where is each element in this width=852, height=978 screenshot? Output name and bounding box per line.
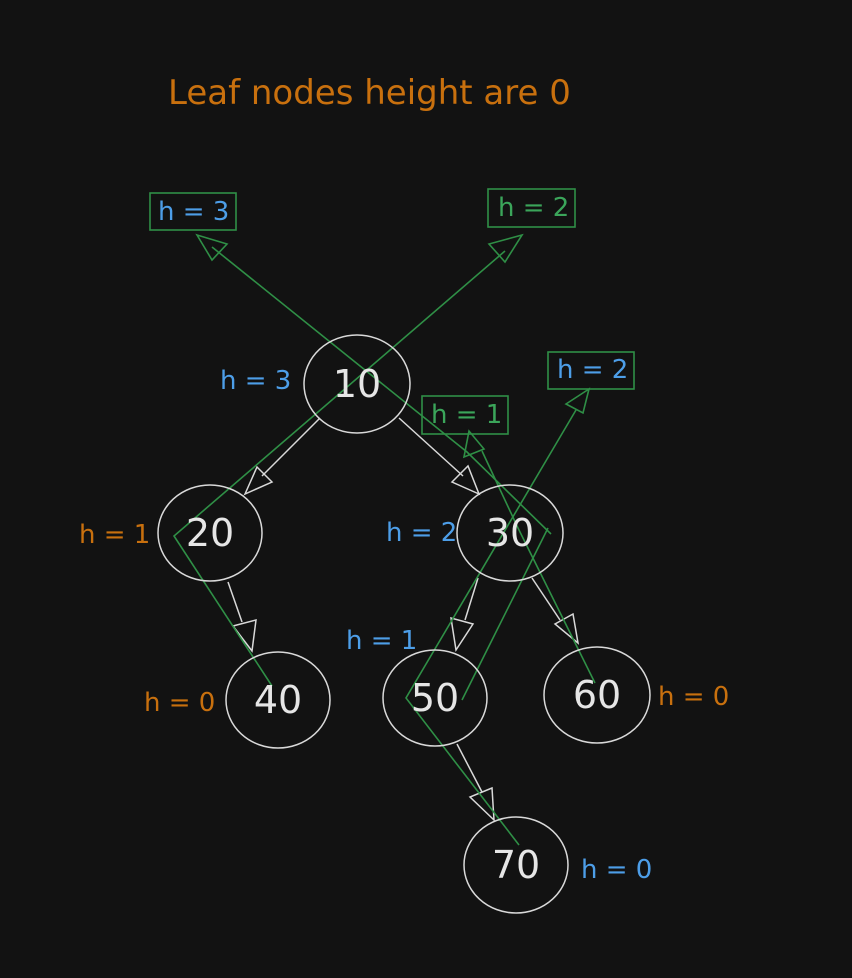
trace-sub-return-arrowhead bbox=[564, 387, 591, 415]
trace-left-return bbox=[172, 250, 506, 687]
node-50-circle bbox=[382, 649, 488, 747]
edge-50-70-arrowhead bbox=[468, 786, 495, 822]
height-label-20: h = 1 bbox=[79, 520, 150, 550]
edge-30-60 bbox=[531, 577, 561, 621]
edge-30-50-arrowhead bbox=[450, 616, 475, 653]
box-right-frame bbox=[487, 188, 576, 228]
edge-10-20 bbox=[261, 417, 321, 477]
node-40-value: 40 bbox=[254, 678, 302, 722]
box-mid-frame bbox=[421, 395, 509, 435]
tree-edges bbox=[227, 417, 580, 822]
trace-root-return-arrowhead bbox=[195, 233, 229, 262]
trace-sub-return bbox=[405, 409, 577, 846]
diagram-title: Leaf nodes height are 0 bbox=[168, 73, 571, 113]
node-70-value: 70 bbox=[492, 843, 540, 887]
edge-20-40 bbox=[227, 581, 243, 623]
edge-20-40-arrowhead bbox=[231, 618, 257, 653]
node-40-circle bbox=[225, 651, 331, 749]
node-70-circle bbox=[463, 816, 569, 914]
box-30-label: h = 2 bbox=[557, 355, 628, 385]
height-labels: h = 3 h = 1 h = 2 h = 0 h = 1 h = 0 h = … bbox=[79, 366, 729, 885]
trace-left-return-arrowhead bbox=[487, 233, 524, 264]
box-left-frame bbox=[149, 192, 237, 231]
height-label-50: h = 1 bbox=[346, 626, 417, 656]
node-60-circle bbox=[543, 646, 651, 744]
boxed-labels: h = 3 h = 2 h = 1 h = 2 bbox=[149, 188, 635, 435]
height-label-30: h = 2 bbox=[386, 518, 457, 548]
edge-50-70 bbox=[456, 743, 483, 793]
node-50-value: 50 bbox=[411, 676, 459, 720]
height-label-10: h = 3 bbox=[220, 366, 291, 396]
tree-nodes: 10 20 30 40 50 60 70 bbox=[157, 334, 651, 914]
box-mid-label: h = 1 bbox=[431, 400, 502, 430]
box-left-label: h = 3 bbox=[158, 197, 229, 227]
trace-50-link bbox=[461, 527, 549, 701]
edge-10-30-arrowhead bbox=[450, 464, 481, 496]
trace-right-return bbox=[481, 450, 596, 684]
recursion-trace bbox=[172, 233, 596, 846]
node-20-circle bbox=[157, 484, 263, 582]
node-10-value: 10 bbox=[333, 362, 381, 406]
height-label-70: h = 0 bbox=[581, 855, 652, 885]
node-60-value: 60 bbox=[573, 673, 621, 717]
edge-30-50 bbox=[464, 577, 479, 621]
edge-10-20-arrowhead bbox=[243, 465, 274, 496]
node-20-value: 20 bbox=[186, 511, 234, 555]
edge-10-30 bbox=[398, 417, 464, 477]
box-right-label: h = 2 bbox=[498, 193, 569, 223]
height-label-60: h = 0 bbox=[658, 682, 729, 712]
trace-right-return-arrowhead bbox=[462, 429, 486, 459]
trace-root-return bbox=[211, 246, 552, 535]
box-30-frame bbox=[547, 351, 635, 390]
node-30-circle bbox=[456, 484, 564, 582]
node-30-value: 30 bbox=[486, 511, 534, 555]
height-label-40: h = 0 bbox=[144, 688, 215, 718]
node-10-circle bbox=[303, 334, 411, 434]
